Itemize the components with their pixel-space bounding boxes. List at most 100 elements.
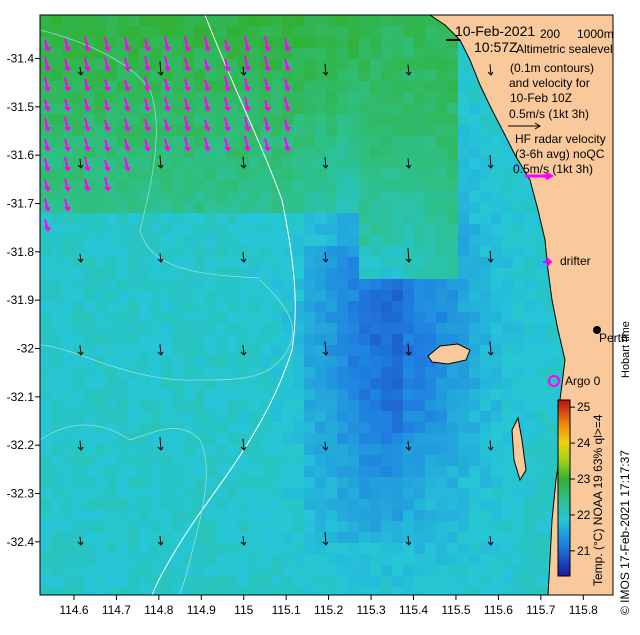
- hf-arrow: [104, 99, 111, 112]
- hf-arrow: [264, 117, 271, 132]
- lon-tick-label-2: 114.8: [144, 603, 173, 617]
- alt-arrow: [240, 251, 247, 263]
- hf-arrow: [204, 35, 211, 52]
- sst-field: [40, 15, 613, 595]
- alt-arrow: [487, 155, 494, 169]
- hf-arrow: [44, 39, 51, 52]
- hf-arrow: [44, 179, 51, 192]
- hf-arrow: [204, 137, 211, 152]
- alt-arrow: [487, 535, 494, 546]
- colorbar: [557, 399, 571, 577]
- legend-alt-line-2: and velocity for: [509, 76, 590, 90]
- lat-tick-label-0: -31.4: [7, 52, 35, 66]
- lat-tick-label-3: -31.7: [7, 197, 35, 211]
- hf-arrow: [264, 78, 271, 92]
- alt-arrow: [77, 345, 84, 356]
- hf-arrow: [224, 117, 231, 132]
- hf-arrow: [244, 36, 251, 52]
- alt-arrow: [322, 251, 329, 263]
- alt-arrow: [77, 253, 84, 263]
- hf-arrow: [184, 97, 191, 112]
- alt-arrow: [157, 61, 164, 76]
- argo-marker: [548, 375, 560, 387]
- alt-arrow: [405, 158, 412, 169]
- hf-arrow: [84, 156, 91, 172]
- lon-tick-label-10: 115.6: [484, 603, 513, 617]
- hf-arrow: [184, 78, 191, 92]
- hf-arrow: [244, 135, 251, 152]
- alt-arrow: [405, 248, 412, 263]
- hf-arrow: [124, 97, 131, 112]
- hf-arrow: [264, 35, 271, 52]
- hf-arrow: [44, 138, 51, 152]
- hf-arrow: [44, 158, 51, 172]
- hf-arrow: [104, 56, 111, 72]
- hobart-time-label: Hobart time: [620, 321, 632, 378]
- alt-arrow: [157, 155, 164, 169]
- hf-arrow: [164, 78, 171, 92]
- legend-radar-line-1: (3-6h avg) noQC: [515, 147, 605, 161]
- hf-arrow: [124, 57, 131, 72]
- cb-tick-label-1: 24: [577, 436, 591, 450]
- city-label: Perth: [599, 331, 628, 345]
- legend-alt-line-0: Altimetric sealevel: [516, 42, 613, 56]
- alt-arrow: [77, 66, 84, 76]
- isobath-200m: [151, 15, 296, 595]
- hf-arrow: [264, 99, 271, 112]
- lon-tick-label-6: 115.2: [314, 603, 343, 617]
- hf-arrow: [284, 38, 291, 52]
- hf-arrow: [144, 56, 151, 72]
- alt-arrow: [487, 440, 494, 451]
- hf-arrow: [44, 198, 51, 212]
- hf-arrow: [144, 38, 151, 52]
- hf-arrow: [104, 139, 111, 152]
- hf-arrow: [44, 117, 51, 132]
- hf-arrow: [84, 137, 91, 152]
- hf-arrow: [244, 55, 251, 72]
- alt-arrow: [405, 535, 412, 546]
- legend-alt-line-3: 10-Feb 10Z: [510, 91, 572, 105]
- sealevel-contour-c: [40, 29, 261, 279]
- hf-arrow: [44, 56, 51, 72]
- latitude-axis: -31.4 -31.5 -31.6 -31.7 -31.8 -31.9 -32 -32.1 -3…: [7, 52, 40, 549]
- legend-radar-arrow: [525, 171, 554, 181]
- legend-radar-line-0: HF radar velocity: [515, 132, 606, 146]
- lat-tick-label-6: -32: [17, 342, 35, 356]
- hf-arrow: [124, 79, 131, 92]
- hf-arrow: [84, 78, 91, 92]
- hf-arrow: [64, 116, 71, 132]
- alt-arrow: [157, 536, 164, 546]
- lat-tick-label-5: -31.9: [7, 293, 35, 307]
- hf-arrow: [144, 98, 151, 112]
- hf-arrow: [204, 96, 211, 112]
- cb-tick-label-0: 25: [577, 400, 591, 414]
- hf-arrow: [284, 96, 291, 112]
- alt-arrow: [487, 341, 494, 356]
- hf-arrow: [264, 55, 271, 72]
- alt-arrow: [322, 341, 329, 356]
- hf-arrow: [184, 57, 191, 72]
- legend-alt-line-4: 0.5m/s (1kt 3h): [509, 107, 589, 121]
- hf-arrow: [244, 96, 251, 112]
- hf-radar-velocity-arrows: [44, 35, 291, 232]
- legend-alt-line-1: (0.1m contours): [510, 61, 594, 75]
- hf-arrow: [264, 138, 271, 152]
- hf-arrow: [244, 77, 251, 92]
- hf-arrow: [104, 159, 111, 172]
- hf-arrow: [84, 178, 91, 192]
- lon-tick-label-3: 114.9: [187, 603, 216, 617]
- longitude-axis: 114.6 114.7 114.8 114.9 115 115.1 115.2 115.3 11…: [59, 595, 598, 617]
- hf-arrow: [144, 76, 151, 92]
- alt-arrow: [77, 158, 84, 169]
- lon-tick-label-11: 115.7: [526, 603, 555, 617]
- alt-arrow: [322, 441, 329, 451]
- hf-arrow: [104, 119, 111, 132]
- lon-tick-label-5: 115.1: [272, 603, 301, 617]
- hf-arrow: [44, 219, 51, 232]
- hf-arrow: [64, 77, 71, 92]
- alt-arrow: [77, 536, 84, 546]
- lat-tick-label-10: -32.4: [7, 535, 35, 549]
- hf-arrow: [64, 198, 71, 212]
- hf-arrow: [64, 38, 71, 52]
